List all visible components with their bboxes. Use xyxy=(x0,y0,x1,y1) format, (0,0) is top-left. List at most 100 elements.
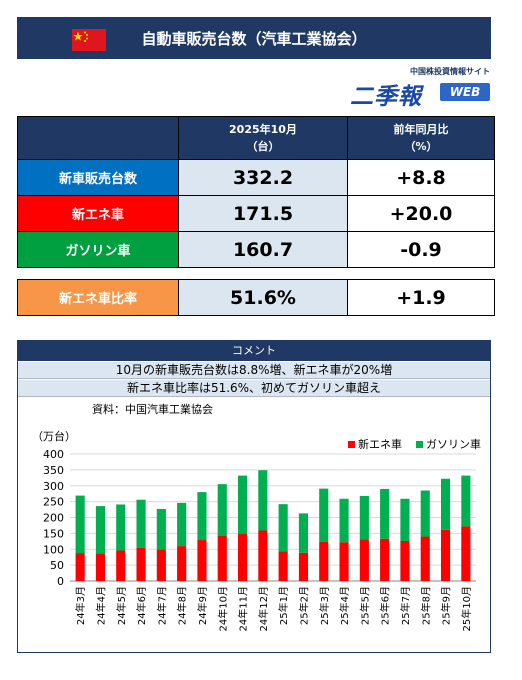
bar-segment xyxy=(237,534,248,581)
x-tick-label: 25年7月 xyxy=(399,586,412,625)
bar-segment xyxy=(339,498,349,543)
x-tick-label: 24年3月 xyxy=(74,586,87,625)
bar-segment xyxy=(258,470,268,531)
logo-web-badge: WEB xyxy=(440,83,490,101)
y-tick-label: 100 xyxy=(43,543,64,556)
bar-segment xyxy=(136,547,146,581)
bar-segment xyxy=(359,495,369,540)
y-tick-label: 400 xyxy=(43,448,64,461)
comment-panel xyxy=(17,340,491,653)
bar-segment xyxy=(420,490,430,537)
kpi-value: 160.7 xyxy=(178,231,348,268)
legend-label: ガソリン車 xyxy=(426,437,481,451)
bar-segment xyxy=(156,549,166,581)
bar-segment xyxy=(319,488,329,542)
kpi-row-gasoline: ガソリン車 160.7 -0.9 xyxy=(17,231,495,268)
ratio-label: 新エネ車比率 xyxy=(17,279,179,316)
kpi-header-yoy-line2: （%） xyxy=(404,140,438,153)
bar-segment xyxy=(197,540,207,581)
x-tick-label: 25年5月 xyxy=(358,586,371,625)
ratio-value: 51.6% xyxy=(178,279,348,316)
kpi-yoy: +8.8 xyxy=(347,159,495,196)
kpi-value: 171.5 xyxy=(178,195,348,232)
kpi-header-value: 2025年10月 （台） xyxy=(178,116,348,160)
kpi-header-yoy: 前年同月比 （%） xyxy=(347,116,495,160)
x-tick-label: 25年9月 xyxy=(440,586,453,625)
sales-chart: 0 50 100 150 200 250 300 350 400 24年3月 24年4月 24年5月 2… xyxy=(43,437,481,631)
x-tick-label: 25年6月 xyxy=(379,586,392,625)
bar-segment xyxy=(116,504,126,551)
bar-segment xyxy=(420,536,430,581)
kpi-yoy: +20.0 xyxy=(347,195,495,232)
logo-subtitle: 中国株投資情報サイト xyxy=(410,67,490,76)
x-tick-label: 24年4月 xyxy=(94,586,107,625)
x-tick-label: 24年11月 xyxy=(237,586,250,631)
bar-segment xyxy=(75,495,85,554)
kpi-label: ガソリン車 xyxy=(17,231,179,268)
bar-segment xyxy=(156,508,166,550)
bar-segment xyxy=(116,550,126,581)
y-tick-label: 0 xyxy=(57,575,64,588)
bar-segment xyxy=(339,542,349,581)
y-tick-label: 200 xyxy=(43,512,64,525)
bar-segment xyxy=(400,498,410,541)
bar-segment xyxy=(237,475,248,535)
y-tick-label: 300 xyxy=(43,480,64,493)
bar-segment xyxy=(298,552,309,581)
bar-segment xyxy=(95,506,106,555)
kpi-value: 332.2 xyxy=(178,159,348,196)
legend-swatch xyxy=(416,441,423,448)
x-tick-label: 24年12月 xyxy=(257,586,270,631)
legend-swatch xyxy=(348,441,355,448)
kpi-header-yoy-line1: 前年同月比 xyxy=(393,123,449,136)
bar-segment xyxy=(298,513,309,553)
x-tick-label: 25年1月 xyxy=(277,586,290,625)
bar-segment xyxy=(217,484,227,536)
kpi-header-blank xyxy=(17,116,179,160)
bar-segment xyxy=(359,539,369,581)
y-tick-label: 350 xyxy=(43,464,64,477)
bar-segment xyxy=(440,529,451,581)
bar-segment xyxy=(380,538,390,581)
kpi-label: 新エネ車 xyxy=(17,195,179,232)
bar-segment xyxy=(258,530,268,581)
ratio-yoy: +1.9 xyxy=(347,279,495,316)
bar-segment xyxy=(278,551,288,581)
kpi-row-nev: 新エネ車 171.5 +20.0 xyxy=(17,195,495,232)
x-tick-label: 25年8月 xyxy=(419,586,432,625)
kpi-header-value-line1: 2025年10月 xyxy=(229,123,297,136)
ratio-table: 新エネ車比率 51.6% +1.9 xyxy=(17,279,495,316)
x-tick-label: 24年10月 xyxy=(216,586,229,631)
kpi-row-total: 新車販売台数 332.2 +8.8 xyxy=(17,159,495,196)
bar-segment xyxy=(380,488,390,539)
x-tick-label: 25年2月 xyxy=(297,586,310,625)
y-tick-label: 50 xyxy=(50,559,64,572)
x-tick-label: 24年5月 xyxy=(115,586,128,625)
kpi-row-ratio: 新エネ車比率 51.6% +1.9 xyxy=(17,279,495,316)
y-tick-label: 250 xyxy=(43,496,64,509)
bar-segment xyxy=(136,499,146,548)
chart-source: 資料：中国汽車工業協会 xyxy=(92,403,213,416)
legend-label: 新エネ車 xyxy=(358,437,402,451)
x-tick-label: 25年3月 xyxy=(318,586,331,625)
kpi-header-row: 2025年10月 （台） 前年同月比 （%） xyxy=(17,116,495,160)
bar-segment xyxy=(177,502,187,547)
china-flag-icon xyxy=(72,29,106,51)
kpi-yoy: -0.9 xyxy=(347,231,495,268)
comment-title: コメント xyxy=(18,341,490,361)
bar-segment xyxy=(217,535,227,581)
x-tick-label: 24年7月 xyxy=(155,586,168,625)
bar-segment xyxy=(440,478,451,530)
y-tick-label: 150 xyxy=(43,527,64,540)
kpi-table: 2025年10月 （台） 前年同月比 （%） 新車販売台数 332.2 +8.8… xyxy=(17,116,495,268)
bar-segment xyxy=(461,475,471,527)
logo-main-text: 二季報 xyxy=(350,84,422,110)
kpi-header-value-line2: （台） xyxy=(246,140,280,153)
bar-segment xyxy=(278,504,288,552)
kpi-label: 新車販売台数 xyxy=(17,159,179,196)
bar-segment xyxy=(177,546,187,581)
bar-segment xyxy=(461,526,471,581)
x-tick-label: 24年8月 xyxy=(176,586,189,625)
comment-line-2: 新エネ車比率は51.6%、初めてガソリン車超え xyxy=(18,380,490,397)
chart-unit-label: （万台） xyxy=(32,430,76,443)
